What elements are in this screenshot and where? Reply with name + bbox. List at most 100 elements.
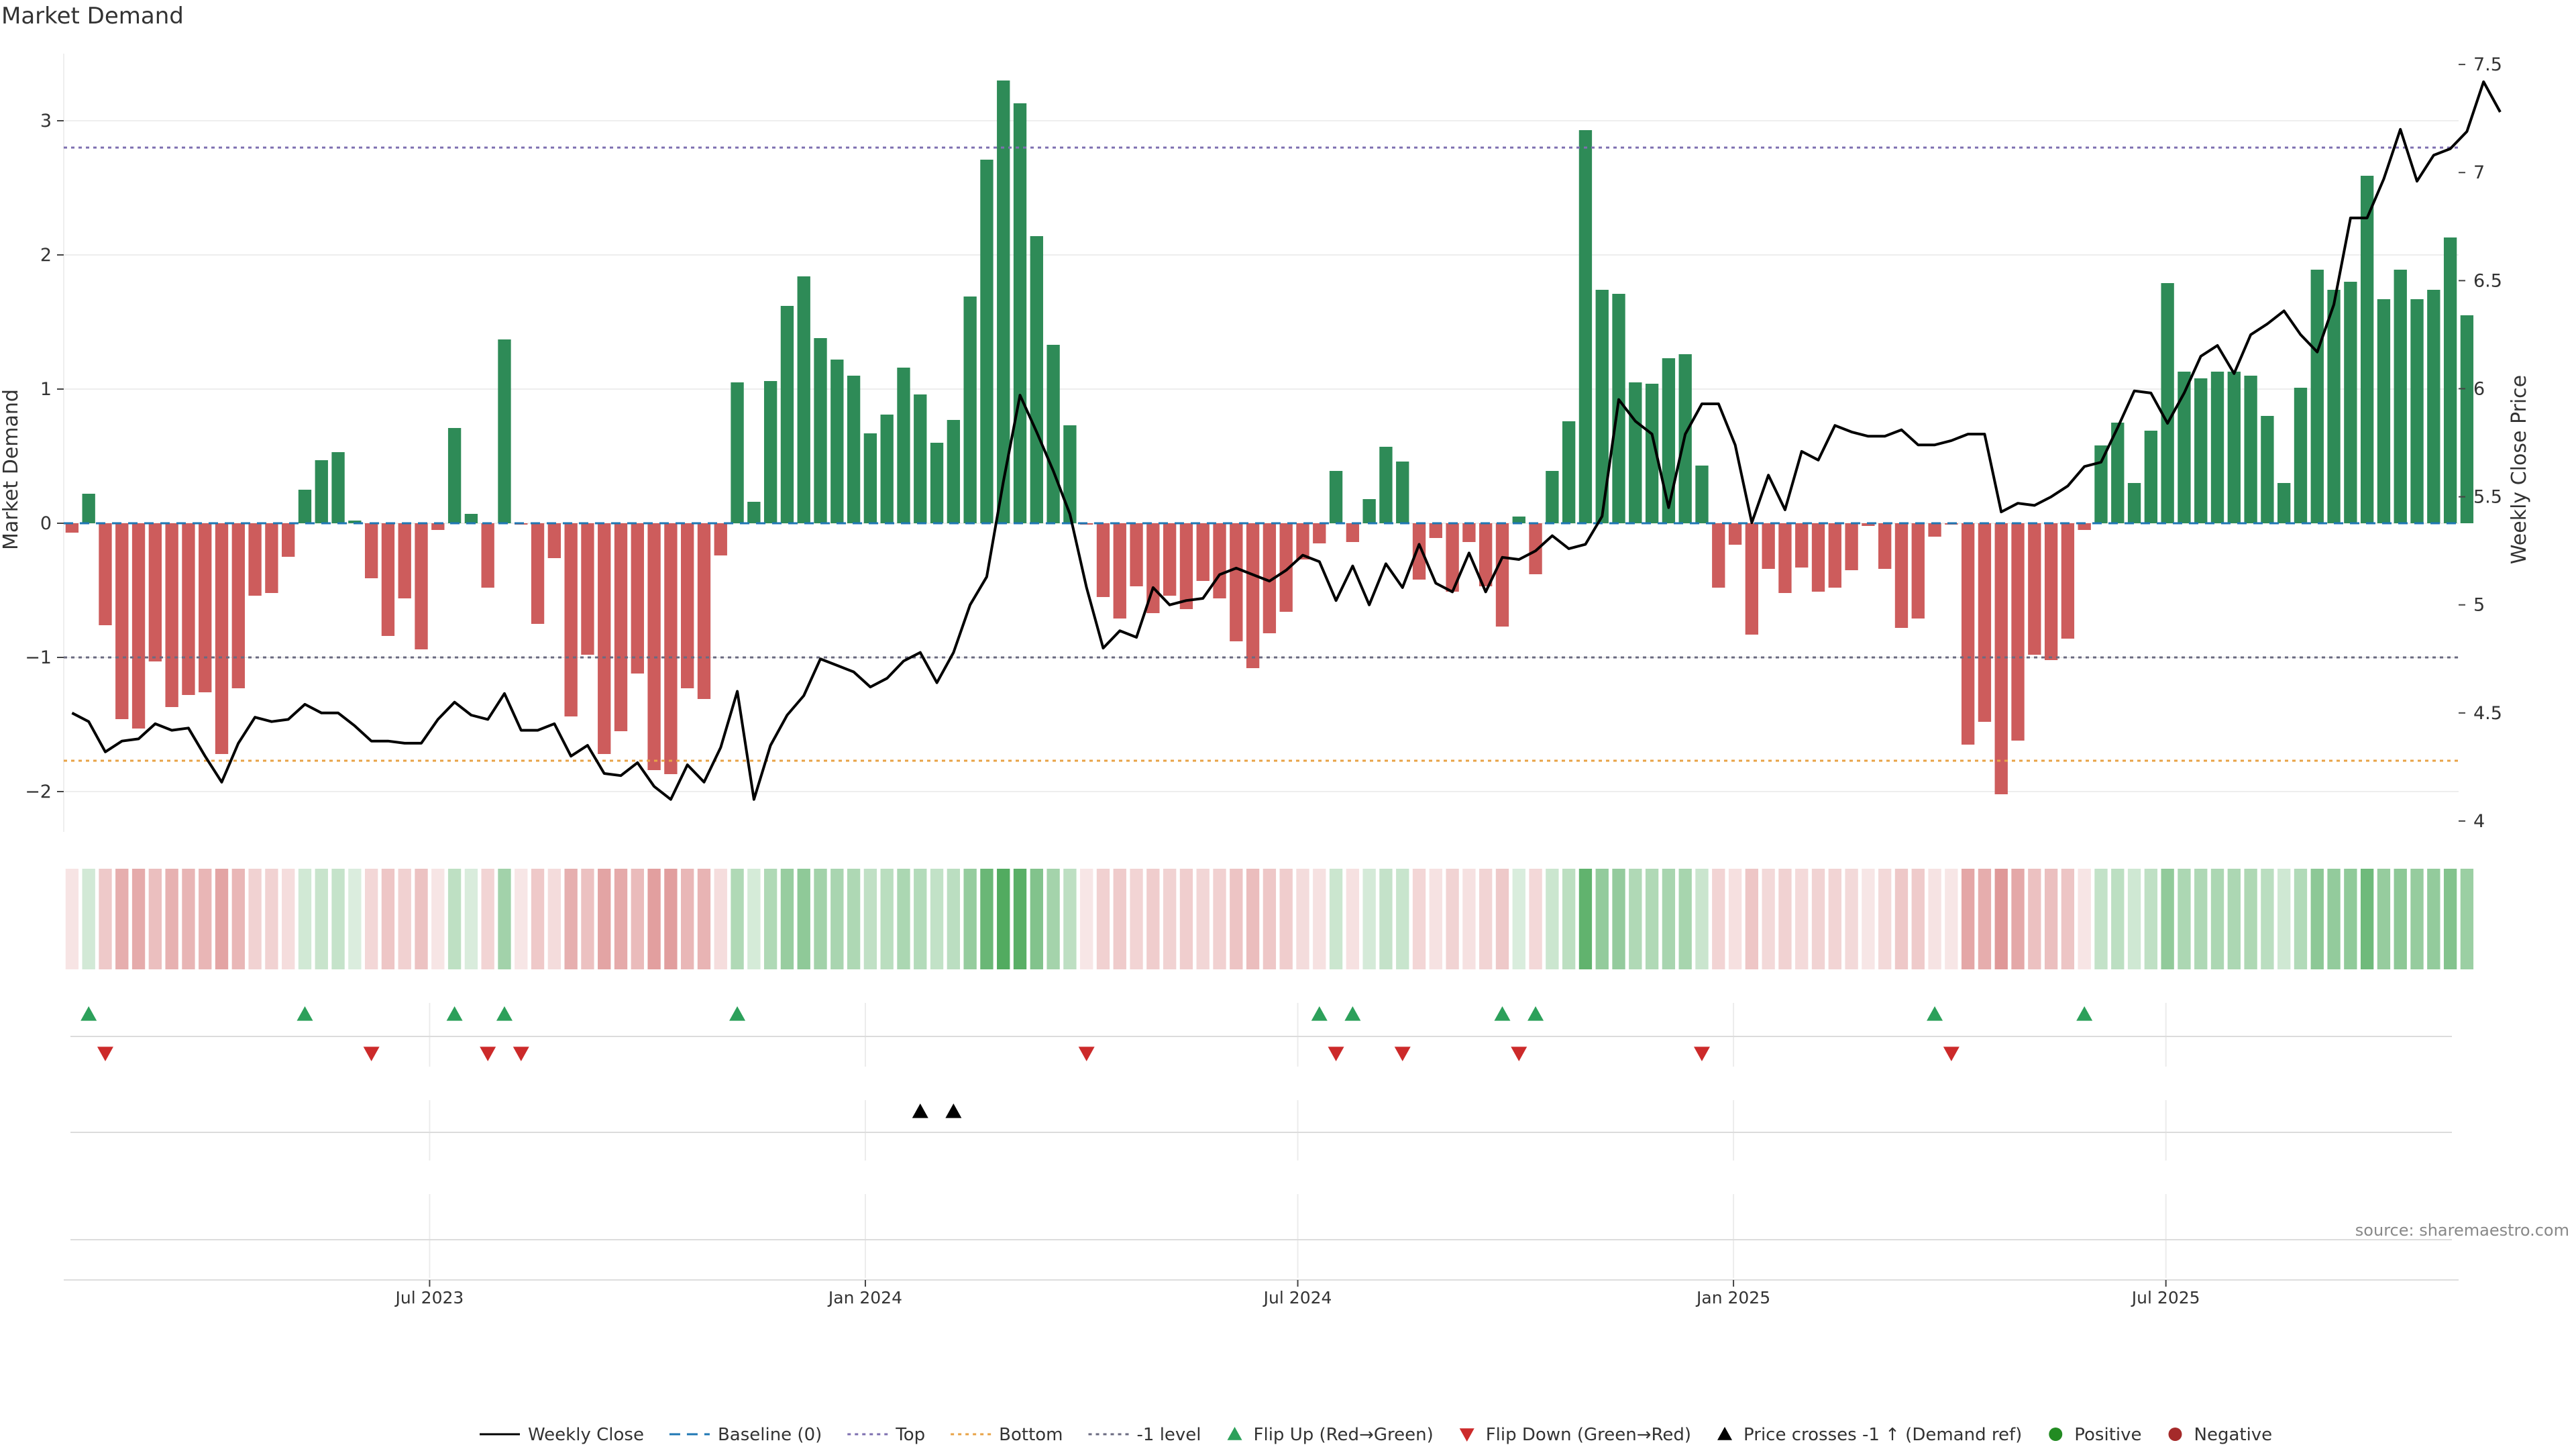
- heat-cell: [464, 869, 478, 969]
- heat-cell: [1546, 869, 1559, 969]
- heat-cell: [681, 869, 694, 969]
- demand-bar: [1396, 462, 1409, 523]
- heat-cell: [1246, 869, 1260, 969]
- event-markers: [80, 1006, 2093, 1118]
- demand-bar: [763, 381, 777, 523]
- demand-bar: [1096, 523, 1110, 597]
- heat-cell: [664, 869, 678, 969]
- legend-label: Flip Up (Red→Green): [1254, 1425, 1434, 1445]
- demand-bar: [1578, 130, 1593, 523]
- legend-swatch: [1227, 1427, 1242, 1440]
- demand-bar: [1030, 236, 1043, 523]
- heat-cell: [1595, 869, 1609, 969]
- demand-bar: [1645, 384, 1659, 523]
- heat-cell: [2327, 869, 2341, 969]
- demand-bar: [1894, 523, 1909, 628]
- heat-cell: [980, 869, 994, 969]
- demand-bar: [331, 452, 345, 523]
- flip-up-marker: [80, 1006, 97, 1021]
- demand-bar: [2261, 416, 2274, 523]
- heat-cell: [1396, 869, 1409, 969]
- legend-label: Positive: [2074, 1425, 2141, 1445]
- demand-bar: [1911, 523, 1925, 619]
- demand-bar: [248, 523, 262, 596]
- demand-bar: [1479, 523, 1493, 586]
- demand-bar: [1762, 523, 1775, 569]
- legend-label: Bottom: [999, 1425, 1063, 1445]
- heat-cell: [2161, 869, 2174, 969]
- heat-cell: [381, 869, 395, 969]
- demand-bar: [2327, 290, 2341, 523]
- heat-cell: [182, 869, 195, 969]
- demand-bar: [880, 415, 894, 523]
- legend-swatch: [2168, 1428, 2182, 1441]
- demand-bar: [1113, 523, 1126, 619]
- demand-bar: [99, 523, 112, 625]
- heat-cell: [2044, 869, 2058, 969]
- heat-cell: [215, 869, 229, 969]
- heat-cell: [498, 869, 511, 969]
- demand-bar: [598, 523, 611, 754]
- heat-cell: [82, 869, 95, 969]
- y-left-tick-label: −1: [25, 647, 52, 668]
- demand-bar: [148, 523, 162, 661]
- heat-cell: [747, 869, 761, 969]
- demand-bar: [1196, 523, 1210, 581]
- heat-cell: [614, 869, 628, 969]
- heat-cell: [1862, 869, 1875, 969]
- demand-bar: [1246, 523, 1260, 668]
- heat-cell: [2410, 869, 2424, 969]
- demand-bar: [364, 523, 378, 578]
- demand-bar: [2344, 282, 2357, 523]
- x-tick-label: Jan 2024: [827, 1288, 902, 1307]
- demand-bar: [115, 523, 129, 719]
- demand-bar: [697, 523, 711, 699]
- demand-bar: [1512, 517, 1525, 523]
- y-left-tick-label: −2: [25, 782, 52, 802]
- heat-cell: [131, 869, 146, 969]
- legend-swatch: [1717, 1427, 1733, 1440]
- flip-up-marker: [1311, 1006, 1328, 1021]
- heat-cell: [1878, 869, 1892, 969]
- y-right-tick-label: 4.5: [2473, 703, 2502, 724]
- demand-bar: [2144, 431, 2158, 523]
- heat-cell: [315, 869, 328, 969]
- heat-cell: [697, 869, 711, 969]
- heat-cell: [265, 869, 278, 969]
- demand-bar: [2078, 523, 2091, 530]
- heat-cell: [1263, 869, 1277, 969]
- demand-bar: [1745, 523, 1759, 635]
- demand-bar: [1462, 523, 1476, 542]
- demand-bar: [1296, 523, 1309, 559]
- demand-bar: [1595, 290, 1609, 523]
- flip-down-marker: [1328, 1046, 1344, 1061]
- legend-label: Negative: [2194, 1425, 2273, 1445]
- heat-cell: [1512, 869, 1525, 969]
- heat-cell: [897, 869, 910, 969]
- heat-cell: [1645, 869, 1659, 969]
- demand-bar: [381, 523, 395, 636]
- heat-cell: [1096, 869, 1110, 969]
- heat-cell: [1762, 869, 1775, 969]
- heat-cell: [797, 869, 810, 969]
- heat-cell: [647, 869, 661, 969]
- demand-bar: [814, 338, 827, 523]
- demand-bar: [2310, 270, 2324, 523]
- heat-cell: [1213, 869, 1226, 969]
- demand-bar: [1362, 499, 1376, 523]
- heat-cell: [231, 869, 245, 969]
- heat-cell: [547, 869, 561, 969]
- heat-cell: [1629, 869, 1642, 969]
- heat-cell: [1928, 869, 1941, 969]
- heat-cell: [2460, 869, 2474, 969]
- heat-cell: [364, 869, 378, 969]
- heat-cell: [2360, 869, 2374, 969]
- demand-bar: [1878, 523, 1892, 569]
- demand-bar: [464, 514, 478, 523]
- demand-bar: [997, 80, 1010, 523]
- demand-bar: [2244, 376, 2257, 523]
- heat-cell: [2078, 869, 2091, 969]
- heat-cell: [947, 869, 961, 969]
- heat-cell: [398, 869, 411, 969]
- heat-cell: [880, 869, 894, 969]
